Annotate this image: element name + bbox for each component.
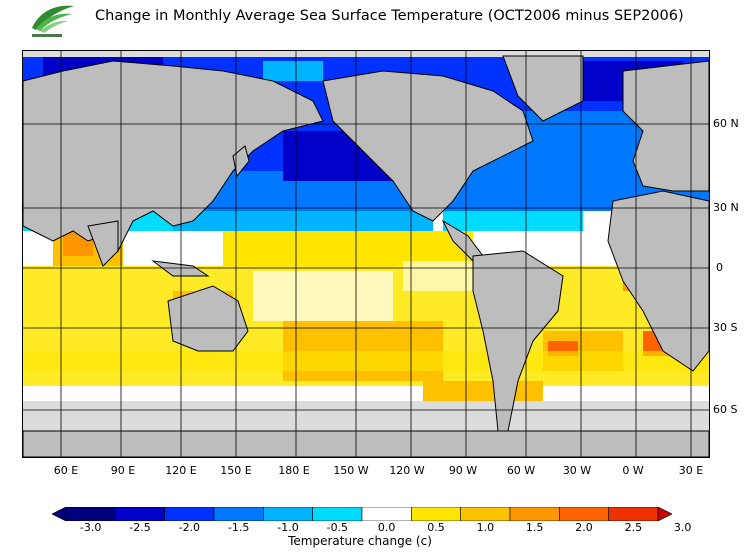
lon-label: 60 E (53, 464, 79, 477)
colorbar-tick-label: 2.5 (624, 521, 643, 534)
lon-label: 30 W (562, 464, 592, 477)
colorbar-tick-label: -1.0 (277, 521, 299, 534)
europe-landmass (622, 60, 709, 192)
lat-label-30n: 30 N (713, 201, 739, 214)
lon-label: 90 E (110, 464, 136, 477)
africa-landmass (607, 190, 709, 372)
indonesia-landmass (151, 260, 210, 277)
colorbar-tick-label: -2.0 (178, 521, 201, 534)
colorbar-tick-label: -3.0 (79, 521, 102, 534)
colorbar (52, 507, 672, 521)
lon-label: 150 E (220, 464, 252, 477)
hko-logo-icon (32, 5, 74, 37)
northern-ice-region (23, 51, 709, 57)
australia-landmass (167, 285, 249, 352)
colorbar-segment (263, 507, 313, 521)
lon-label: 30 E (678, 464, 704, 477)
land-masses (23, 55, 709, 457)
lon-label: 60 W (506, 464, 536, 477)
colorbar-tick-label: -2.5 (129, 521, 151, 534)
colorbar-segment (164, 507, 215, 521)
colorbar-tick-label: 1.5 (525, 521, 544, 534)
colorbar-segment (361, 507, 412, 521)
colorbar-left-arrow (52, 507, 67, 521)
colorbar-tick-label: 2.0 (575, 521, 593, 534)
lon-label: 120 E (165, 464, 197, 477)
colorbar-segment (312, 507, 363, 521)
colorbar-segment (608, 507, 659, 521)
colorbar-tick-label: 0.5 (427, 521, 445, 534)
colorbar-tick-label: 3.0 (673, 521, 692, 534)
graticule (23, 51, 709, 457)
warm-anomaly-bands (23, 226, 709, 431)
greenland-landmass (502, 55, 584, 122)
sst-change-map (22, 50, 710, 458)
antarctica-landmass (23, 430, 709, 457)
colorbar-tick-label: 0.0 (377, 521, 396, 534)
colorbar-tick-label: -0.5 (326, 521, 349, 534)
colorbar-label: Temperature change (c) (288, 534, 432, 548)
colorbar-segment (460, 507, 511, 521)
lon-label: 180 E (278, 464, 310, 477)
colorbar-segment (411, 507, 461, 521)
colorbar-segment (65, 507, 116, 521)
lat-label-60n: 60 N (713, 117, 739, 130)
lon-label: 150 W (333, 464, 369, 477)
colorbar-tick-label: -1.5 (227, 521, 250, 534)
south-america-landmass (472, 250, 564, 432)
map-title: Change in Monthly Average Sea Surface Te… (95, 8, 684, 24)
colorbar-segment (213, 507, 264, 521)
colorbar-segment (559, 507, 609, 521)
colorbar-right-arrow (657, 507, 672, 521)
lat-label-60s: 60 S (713, 403, 738, 416)
lon-label: 0 W (622, 464, 644, 477)
lon-label: 90 W (448, 464, 478, 477)
india-landmass (87, 220, 119, 267)
colorbar-segment (115, 507, 165, 521)
lat-label-30s: 30 S (713, 321, 738, 334)
north-america-landmass (322, 70, 534, 222)
colorbar-segment (509, 507, 560, 521)
colorbar-tick-label: 1.0 (476, 521, 495, 534)
lat-label-eq: 0 (716, 261, 723, 274)
lon-label: 120 W (389, 464, 425, 477)
asia-landmass (23, 60, 324, 252)
